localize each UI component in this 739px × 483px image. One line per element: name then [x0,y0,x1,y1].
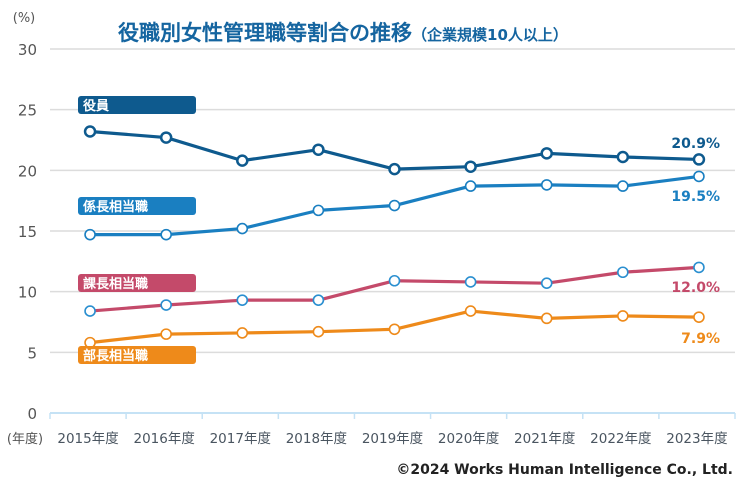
series-label-text: 係長相当職 [83,199,148,215]
x-axis: 2015年度 2016年度 2017年度 2018年度 2019年度 2020年度 2021… [49,412,736,447]
data-point [617,180,629,192]
data-point [159,131,173,144]
y-axis: 0 5 10 15 20 25 30 [18,41,37,423]
data-point [464,180,477,192]
x-tick-label: 2021年度 [514,431,575,447]
data-point [464,160,477,173]
series-label-text: 役員 [83,98,109,114]
x-tick-label: 2018年度 [286,431,347,447]
data-point [388,199,401,212]
y-tick-label: 0 [27,405,37,423]
x-tick-label: 2023年度 [666,431,727,447]
series-label-box [78,274,196,292]
y-tick-label: 20 [18,162,37,180]
series-label-text: 部長相当職 [83,348,148,364]
data-point [693,170,705,183]
series-label-box [78,346,196,364]
chart-subtitle: （企業規模10人以上） [412,26,568,44]
x-tick-label: 2020年度 [438,431,499,447]
y-axis-label: (%) [13,11,36,26]
data-point [464,276,477,288]
data-point [84,305,96,317]
series-1 [84,170,705,241]
end-value-label: 19.5% [671,189,720,205]
series-3 [84,305,705,349]
end-value-label: 20.9% [671,136,720,152]
data-point [312,325,325,338]
series-label-box [78,197,196,215]
data-point [540,179,553,191]
data-point [312,294,325,306]
data-point [540,312,553,325]
x-tick-label: 2017年度 [210,431,271,447]
x-tick-label: 2015年度 [57,431,118,447]
series-label-box [78,96,196,114]
series-0 [83,125,706,176]
series-layer [83,125,706,349]
x-tick-label: 2022年度 [590,431,651,447]
series-2 [84,261,705,317]
y-tick-label: 15 [18,223,37,241]
data-point [388,162,401,176]
data-point [84,228,96,241]
data-point [388,323,401,336]
data-point [540,147,553,160]
data-point [160,299,172,311]
data-point [464,305,477,317]
end-value-label: 7.9% [681,331,720,347]
chart-title-main: 役職別女性管理職等割合の推移 [118,21,412,45]
y-tick-label: 10 [18,284,37,302]
data-point [388,274,401,287]
data-point [83,125,97,138]
series-label-2: 課長相当職 12.0% [78,274,720,296]
data-point [312,143,325,156]
data-point [236,327,249,339]
data-point [160,228,172,241]
series-label-text: 課長相当職 [83,276,148,292]
y-tick-label: 30 [18,41,37,59]
series-label-0: 役員 20.9% [78,96,720,152]
data-point [236,154,249,167]
data-point [160,328,172,340]
y-tick-label: 5 [27,344,37,362]
x-tick-label: 2016年度 [133,431,194,447]
data-point [236,294,249,306]
data-point [616,150,630,164]
x-tick-label: 2019年度 [362,431,423,447]
data-point [693,311,705,323]
data-point [236,222,249,235]
series-labels: 役員 20.9% 係長相当職 19.5% 課長相当職 12.0% 部長相当職 7.9% [78,96,720,364]
end-value-label: 12.0% [671,280,720,296]
data-point [692,153,706,166]
series-label-3: 部長相当職 7.9% [78,331,720,364]
x-axis-label: (年度) [7,431,43,447]
data-point [617,266,629,279]
data-point [617,310,629,322]
series-label-1: 係長相当職 19.5% [78,189,720,215]
copyright: ©2024 Works Human Intelligence Co., Ltd. [396,462,733,478]
data-point [540,277,553,289]
y-tick-label: 25 [18,102,37,120]
chart-title: 役職別女性管理職等割合の推移（企業規模10人以上） [118,21,568,45]
data-point [312,204,325,217]
data-point [693,261,705,274]
